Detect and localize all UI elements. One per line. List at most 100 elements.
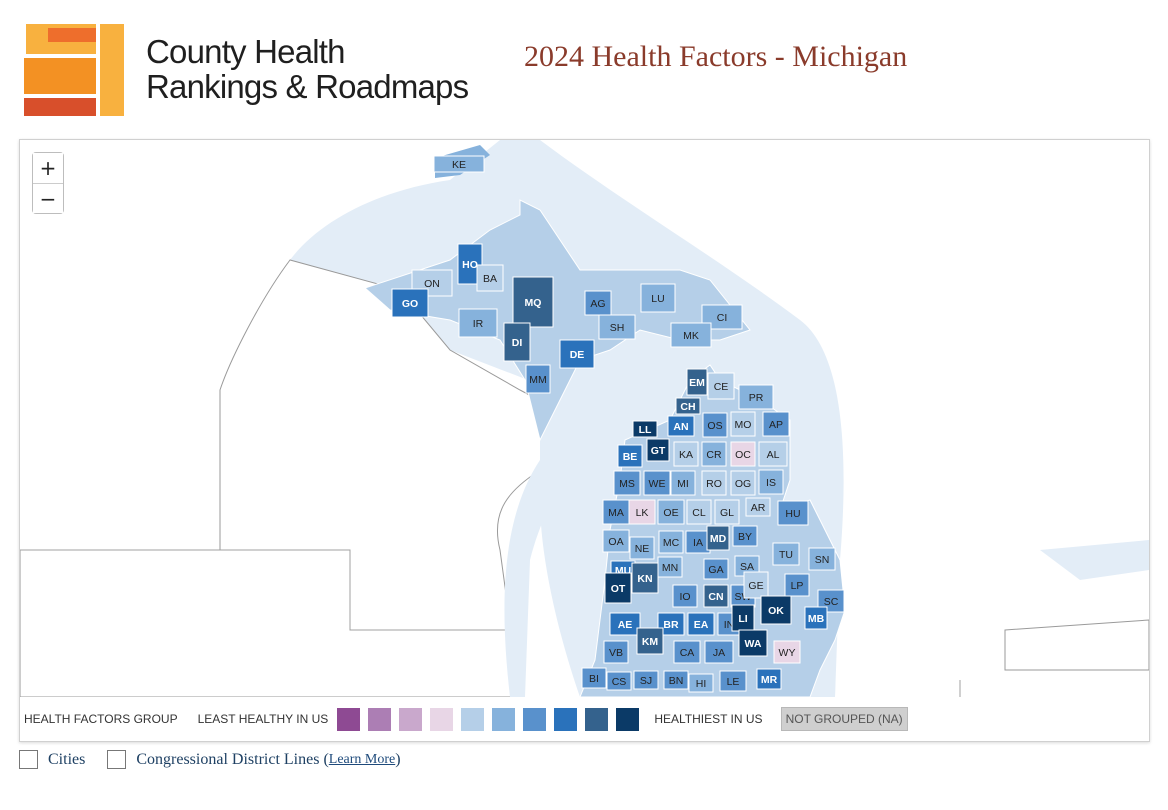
county-sn[interactable]: SN [808,547,836,571]
county-shape[interactable] [772,542,800,566]
county-bi[interactable]: BI [581,667,607,689]
county-ch[interactable]: CH [675,397,701,415]
county-shape[interactable] [687,612,715,636]
county-cells[interactable]: KE HO BA ON GO MQ IR DI AG LU SH CI MK DE MM EM CE CH PR LL… [391,155,845,693]
county-shape[interactable] [686,368,708,396]
county-shape[interactable] [808,547,836,571]
county-an[interactable]: AN [667,415,695,437]
county-shape[interactable] [643,470,671,496]
county-kn[interactable]: KN [631,562,659,594]
county-shape[interactable] [602,529,630,553]
county-we[interactable]: WE [643,470,671,496]
county-shape[interactable] [503,322,531,362]
map-container[interactable]: KE HO BA ON GO MQ IR DI AG LU SH CI MK DE MM EM CE CH PR LL… [19,139,1150,742]
county-cl[interactable]: CL [686,499,712,525]
county-shape[interactable] [703,584,729,608]
county-bn[interactable]: BN [663,670,689,690]
county-mr[interactable]: MR [756,668,782,690]
county-shape[interactable] [701,441,727,467]
county-io[interactable]: IO [672,584,698,608]
county-shape[interactable] [675,397,701,415]
county-shape[interactable] [714,499,740,525]
county-shape[interactable] [657,612,685,636]
county-shape[interactable] [756,668,782,690]
county-shape[interactable] [707,372,735,400]
county-sa[interactable]: SA [734,555,760,577]
county-shape[interactable] [784,573,810,597]
county-shape[interactable] [629,536,655,560]
county-shape[interactable] [633,670,659,690]
county-shape[interactable] [602,499,630,525]
county-shape[interactable] [559,339,595,369]
county-shape[interactable] [670,322,712,348]
county-mb[interactable]: MB [804,606,828,630]
county-mi[interactable]: MI [670,470,696,496]
county-wa[interactable]: WA [738,629,768,657]
county-shape[interactable] [667,415,695,437]
county-ot[interactable]: OT [604,572,632,604]
county-shape[interactable] [391,288,429,318]
county-shape[interactable] [672,584,698,608]
county-lu[interactable]: LU [640,283,676,313]
county-ms[interactable]: MS [613,470,641,496]
county-lk[interactable]: LK [628,499,656,525]
county-shape[interactable] [670,470,696,496]
zoom-in-button[interactable]: + [33,153,63,183]
county-li[interactable]: LI [731,604,755,632]
county-ea[interactable]: EA [687,612,715,636]
county-ap[interactable]: AP [762,411,790,437]
county-mq[interactable]: MQ [512,276,554,328]
cities-checkbox[interactable] [19,750,38,769]
county-de[interactable]: DE [559,339,595,369]
county-ia[interactable]: IA [685,530,711,554]
county-mn[interactable]: MN [657,556,683,578]
county-mm[interactable]: MM [525,364,551,394]
county-shape[interactable] [646,438,670,462]
county-mc[interactable]: MC [658,530,684,554]
county-shape[interactable] [640,283,676,313]
county-lp[interactable]: LP [784,573,810,597]
zoom-out-button[interactable]: − [33,183,63,213]
county-ka[interactable]: KA [673,441,699,467]
county-wy[interactable]: WY [773,640,801,664]
county-pr[interactable]: PR [738,384,774,410]
county-by[interactable]: BY [732,525,758,547]
county-shape[interactable] [632,420,658,438]
county-br[interactable]: BR [657,612,685,636]
county-shape[interactable] [719,670,747,692]
county-shape[interactable] [512,276,554,328]
county-shape[interactable] [609,612,641,636]
county-shape[interactable] [701,470,727,496]
county-ga[interactable]: GA [703,558,729,580]
county-shape[interactable] [703,558,729,580]
county-ar[interactable]: AR [745,497,771,517]
county-ke[interactable]: KE [433,155,485,173]
county-shape[interactable] [704,640,734,664]
county-le[interactable]: LE [719,670,747,692]
county-shape[interactable] [525,364,551,394]
county-shape[interactable] [758,441,788,467]
county-hu[interactable]: HU [777,500,809,526]
county-ba[interactable]: BA [476,264,504,292]
county-al[interactable]: AL [758,441,788,467]
cities-option[interactable]: Cities [19,750,85,769]
county-ca[interactable]: CA [673,640,701,664]
county-shape[interactable] [628,499,656,525]
county-ok[interactable]: OK [760,595,792,625]
county-is[interactable]: IS [758,469,784,495]
county-shape[interactable] [663,670,689,690]
county-shape[interactable] [804,606,828,630]
county-shape[interactable] [706,525,730,551]
county-og[interactable]: OG [730,470,756,496]
county-ma[interactable]: MA [602,499,630,525]
county-os[interactable]: OS [702,412,728,438]
county-shape[interactable] [606,671,632,691]
county-vb[interactable]: VB [603,640,629,664]
county-shape[interactable] [433,155,485,173]
county-shape[interactable] [598,314,636,340]
county-shape[interactable] [604,572,632,604]
county-km[interactable]: KM [636,627,664,655]
county-ir[interactable]: IR [458,308,498,338]
county-be[interactable]: BE [617,444,643,468]
county-shape[interactable] [673,441,699,467]
